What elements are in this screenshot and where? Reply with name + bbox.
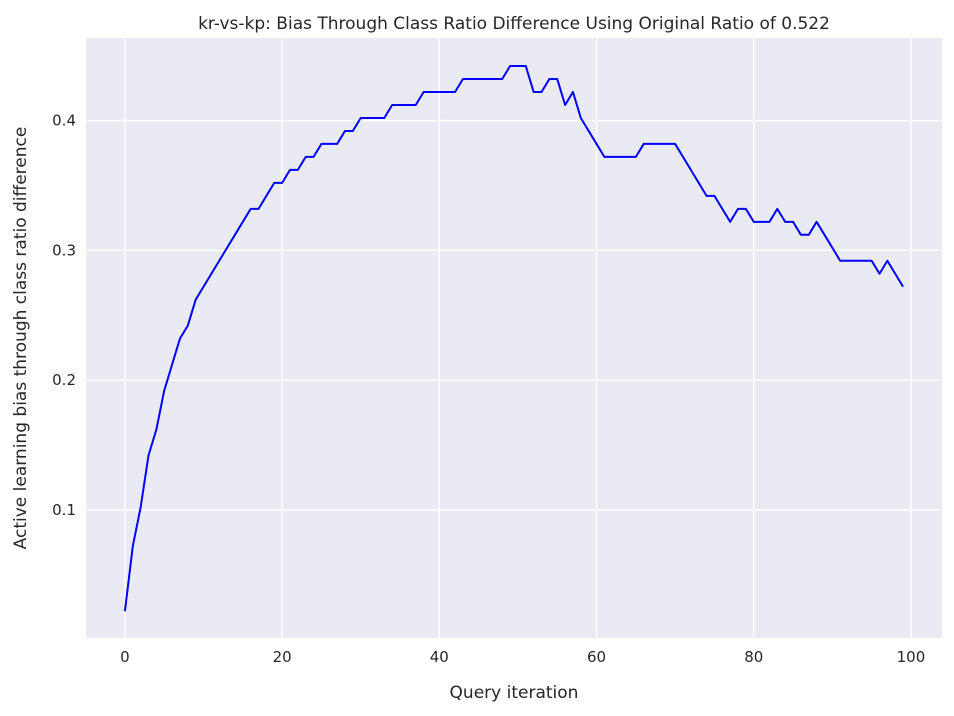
y-tick-label: 0.1 [52,501,76,519]
y-tick-label: 0.4 [52,112,76,130]
chart-title: kr-vs-kp: Bias Through Class Ratio Diffe… [198,14,830,34]
x-tick-label: 100 [897,648,926,666]
x-tick-label: 40 [430,648,449,666]
x-tick-labels: 0 20 40 60 80 100 [120,648,925,666]
grid-lines [86,38,942,638]
y-axis-label: Active learning bias through class ratio… [11,127,31,550]
series-group [123,65,904,612]
y-tick-labels: 0.1 0.2 0.3 0.4 [52,112,76,519]
x-tick-label: 0 [120,648,130,666]
x-tick-label: 80 [744,648,763,666]
x-axis-label: Query iteration [450,683,579,703]
series-line [123,65,904,612]
plot-background [86,38,942,638]
y-tick-label: 0.3 [52,241,76,259]
x-tick-label: 20 [273,648,292,666]
y-tick-label: 0.2 [52,371,76,389]
x-tick-label: 60 [587,648,606,666]
